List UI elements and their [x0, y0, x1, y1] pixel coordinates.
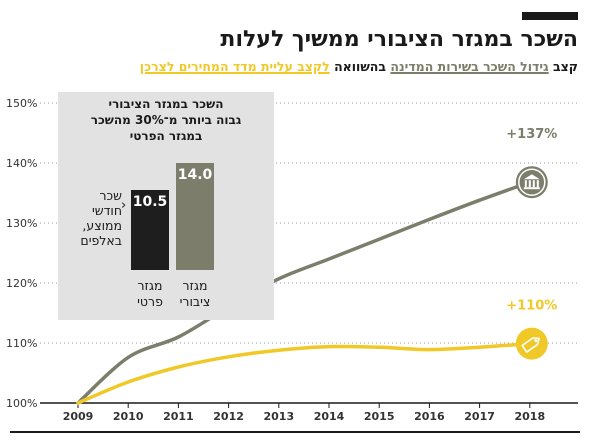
x-tick-label: 2010: [113, 410, 144, 423]
series-line-cpi: [76, 341, 532, 405]
end-label-cpi: +110%: [506, 299, 557, 314]
bottom-rule: [10, 431, 580, 433]
y-tick-label: 140%: [6, 157, 37, 170]
x-tick-label: 2012: [213, 410, 244, 423]
bank-icon-ring: [518, 168, 546, 196]
x-tick-label: 2014: [314, 410, 345, 423]
x-tick-label: 2011: [163, 410, 194, 423]
bank-icon-roof: [523, 174, 540, 180]
y-gridlines: 100% 110% 120% 130% 140% 150%: [6, 97, 578, 410]
price-tag-icon: [515, 327, 548, 360]
inset-y-label: שכר חודשי ממוצע, באלפים: [80, 188, 122, 248]
end-label-public_wage: +137%: [506, 127, 557, 142]
x-tick-label: 2015: [364, 410, 395, 423]
bar-value-private: 10.5: [132, 194, 168, 211]
subtitle-public-wage-legend: גידול השכר בשירות המדינה: [390, 59, 549, 74]
y-tick-label: 130%: [6, 217, 37, 230]
series-lines: [76, 180, 532, 405]
x-tick-label: 2009: [63, 410, 94, 423]
bar-private-sector: 10.5: [131, 190, 169, 270]
bar-label-public: מגזר ציבורי: [179, 278, 211, 309]
end-marker-circle: [515, 166, 548, 199]
x-tick-label: 2016: [414, 410, 445, 423]
price-tag-icon-hole: [534, 339, 538, 342]
subtitle-part-1: קצב: [553, 59, 578, 74]
header-accent-bar: [522, 12, 578, 20]
bar-public-sector: 14.0: [176, 163, 214, 270]
bank-icon-column: [532, 180, 535, 188]
end-markers: +137% +110%: [506, 127, 557, 360]
bank-icon-base: [523, 187, 540, 190]
subtitle-part-3: בהשוואה: [334, 59, 387, 74]
bank-icon-column: [528, 180, 531, 188]
y-tick-label: 100%: [6, 397, 37, 410]
bank-icon-column: [536, 180, 539, 188]
x-tick-label: 2017: [464, 410, 495, 423]
inset-title: השכר במגזר הציבורי גבוה ביותר מ־30% מהשכ…: [90, 97, 242, 143]
bar-label-private: מגזר פרטי: [137, 278, 163, 309]
series-line-public_wage: [76, 180, 532, 405]
salary-comparison-inset: השכר במגזר הציבורי גבוה ביותר מ־30% מהשכ…: [58, 92, 274, 320]
chart-title: השכר במגזר הציבורי ממשיך לעלות: [220, 27, 578, 52]
y-tick-label: 150%: [6, 97, 37, 110]
bar-value-public: 14.0: [177, 167, 213, 184]
x-tick-label: 2018: [514, 410, 545, 423]
bank-icon-column: [524, 180, 527, 188]
inset-pointer-icon: ›: [121, 198, 127, 213]
y-tick-label: 120%: [6, 277, 37, 290]
x-tick-label: 2013: [263, 410, 294, 423]
y-tick-label: 110%: [6, 337, 37, 350]
x-axis: 2009 2010 2011 2012 2013 2014 2015 2016 2017 2018: [40, 402, 578, 423]
chart-subtitle: קצב גידול השכר בשירות המדינה בהשוואה לקצ…: [140, 58, 578, 76]
price-tag-icon-shape: [521, 337, 540, 353]
bank-icon: [515, 166, 548, 199]
end-marker-circle: [515, 327, 548, 360]
subtitle-cpi-legend: לקצב עליית מדד המחירים לצרכן: [139, 59, 330, 74]
